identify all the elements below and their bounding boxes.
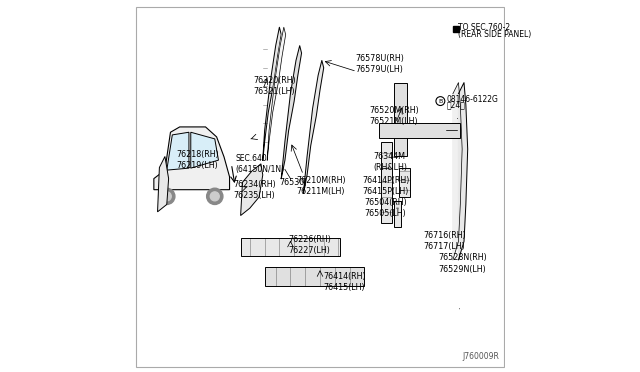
Text: 76578U(RH)
76579U(LH): 76578U(RH) 76579U(LH) [355, 54, 404, 74]
Text: 76520M(RH)
76521M(LH): 76520M(RH) 76521M(LH) [370, 106, 420, 126]
Text: 76504(RH)
76505(LH): 76504(RH) 76505(LH) [364, 198, 407, 218]
Text: 76414(RH)
76415(LH): 76414(RH) 76415(LH) [324, 272, 366, 292]
Text: B: B [438, 99, 442, 103]
Circle shape [207, 188, 223, 205]
Text: 76414P(RH)
76415P(LH): 76414P(RH) 76415P(LH) [362, 176, 410, 196]
Text: 76218(RH)
76219(LH): 76218(RH) 76219(LH) [176, 150, 219, 170]
PathPatch shape [154, 127, 230, 190]
Text: TO SEC.760-2: TO SEC.760-2 [458, 23, 511, 32]
Polygon shape [394, 201, 401, 227]
Text: 76716(RH)
76717(LH): 76716(RH) 76717(LH) [424, 231, 466, 251]
Text: (REAR SIDE PANEL): (REAR SIDE PANEL) [458, 30, 532, 39]
Polygon shape [394, 83, 407, 157]
PathPatch shape [191, 132, 218, 168]
Text: J760009R: J760009R [462, 352, 499, 361]
Polygon shape [268, 27, 285, 160]
Text: 76530J: 76530J [280, 178, 307, 187]
Text: 。24〃: 。24〃 [446, 100, 465, 109]
Polygon shape [264, 267, 364, 286]
Polygon shape [241, 164, 263, 215]
Polygon shape [303, 61, 324, 193]
Polygon shape [458, 83, 468, 260]
Circle shape [159, 188, 175, 205]
Polygon shape [263, 27, 281, 160]
Text: 76234(RH)
76235(LH): 76234(RH) 76235(LH) [233, 180, 276, 200]
Polygon shape [241, 238, 340, 256]
Circle shape [436, 97, 445, 106]
Polygon shape [381, 142, 392, 223]
Text: 76226(RH)
76227(LH): 76226(RH) 76227(LH) [289, 235, 332, 255]
Text: 76344M
(RH&LH): 76344M (RH&LH) [374, 152, 408, 172]
Text: 08146-6122G: 08146-6122G [446, 95, 498, 104]
Polygon shape [399, 167, 410, 197]
Circle shape [211, 192, 220, 201]
Text: 76528N(RH)
76529N(LH): 76528N(RH) 76529N(LH) [438, 253, 487, 273]
Text: SEC.640
(64150N/1N): SEC.640 (64150N/1N) [235, 154, 284, 174]
Polygon shape [281, 46, 301, 179]
Text: 76210M(RH)
76211M(LH): 76210M(RH) 76211M(LH) [296, 176, 346, 196]
Polygon shape [453, 83, 462, 260]
Text: 76320(RH)
76321(LH): 76320(RH) 76321(LH) [253, 76, 296, 96]
Circle shape [163, 192, 172, 201]
Polygon shape [379, 123, 460, 138]
Polygon shape [157, 157, 168, 212]
PathPatch shape [167, 132, 189, 170]
